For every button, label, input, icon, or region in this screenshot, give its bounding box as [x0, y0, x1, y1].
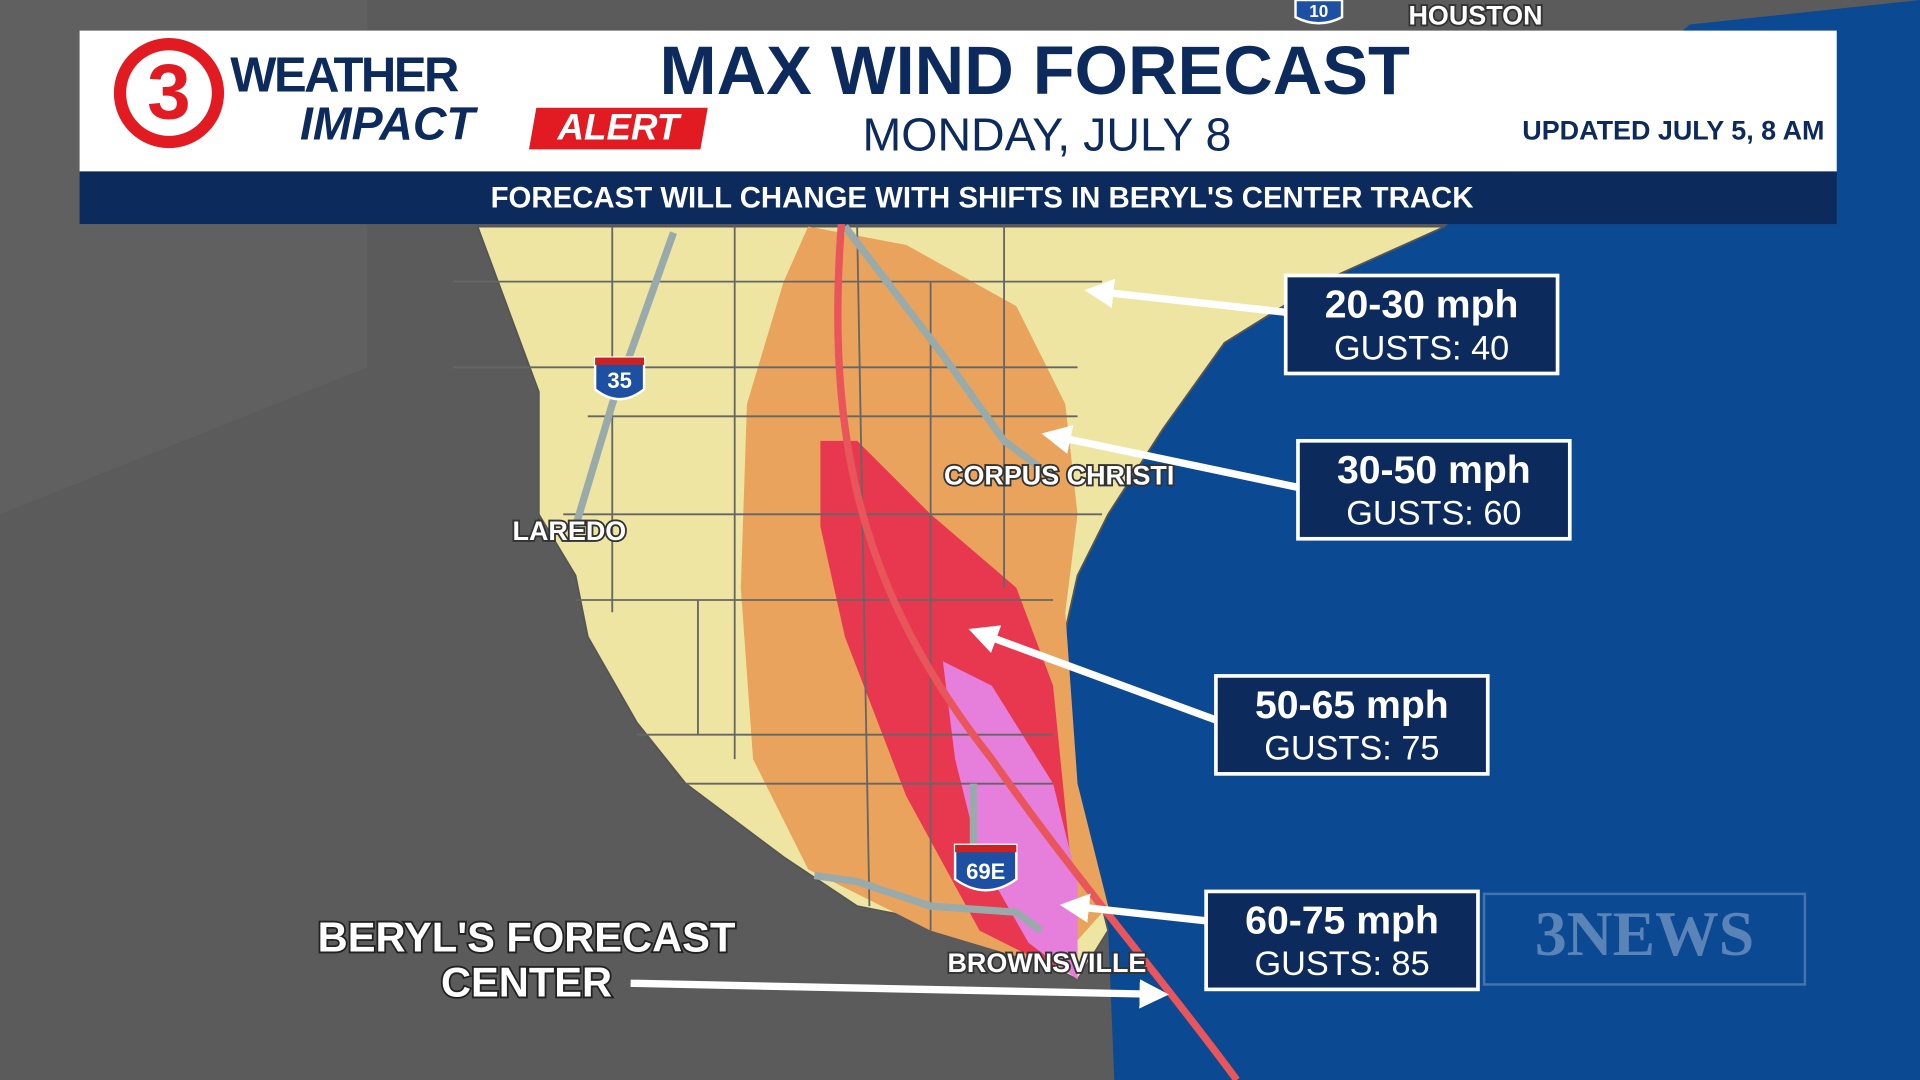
forecast-track [834, 183, 1240, 1080]
banner-text: FORECAST WILL CHANGE WITH SHIFTS IN BERY… [491, 181, 1474, 214]
legend-speed: 30-50 mph [1337, 449, 1531, 492]
legend-box [1283, 273, 1560, 376]
shield-i10: 10 [1294, 0, 1344, 25]
legend-box [1296, 438, 1572, 541]
legend-box [1214, 674, 1490, 776]
center-label: BERYL'S FORECAST [318, 913, 736, 960]
arrows [630, 278, 1299, 1009]
logo-number: 3 [147, 48, 191, 136]
shield-i35: 35 [593, 356, 646, 401]
title: MAX WIND FORECAST [660, 32, 1410, 109]
city-label: CORPUS CHRISTI [944, 461, 1174, 491]
city-label: LAREDO [513, 516, 627, 546]
city-label: BROWNSVILLE [947, 948, 1146, 978]
city-label: HOUSTON [1408, 0, 1542, 30]
logo-weather: WEATHER [230, 48, 459, 102]
watermark: 3NEWS [1535, 898, 1754, 969]
banner [79, 171, 1837, 225]
header-panel [79, 30, 1837, 172]
alert-badge [528, 107, 708, 150]
shield-label: 69E [966, 859, 1005, 884]
logo-ring [113, 37, 225, 149]
center-label: CENTER [441, 959, 612, 1006]
subtitle: MONDAY, JULY 8 [863, 109, 1232, 161]
legend-speed: 20-30 mph [1325, 284, 1519, 327]
legend-gusts: GUSTS: 60 [1346, 495, 1521, 533]
legend-gusts: GUSTS: 75 [1264, 730, 1439, 768]
shield-label: 35 [607, 368, 632, 393]
legend-gusts: GUSTS: 40 [1334, 329, 1509, 367]
highways [571, 224, 1056, 934]
legend-box [1204, 889, 1480, 992]
shield-i69e: 69E [953, 843, 1018, 892]
watermark-box [1482, 892, 1807, 986]
legend-gusts: GUSTS: 85 [1254, 945, 1429, 983]
logo-impact: IMPACT [300, 98, 478, 150]
county-lines [453, 226, 1103, 931]
logo-alert: ALERT [557, 106, 683, 147]
legend-speed: 50-65 mph [1255, 684, 1449, 727]
shield-label: 10 [1309, 1, 1328, 21]
updated: UPDATED JULY 5, 8 AM [1522, 115, 1824, 145]
legend-speed: 60-75 mph [1245, 900, 1439, 943]
